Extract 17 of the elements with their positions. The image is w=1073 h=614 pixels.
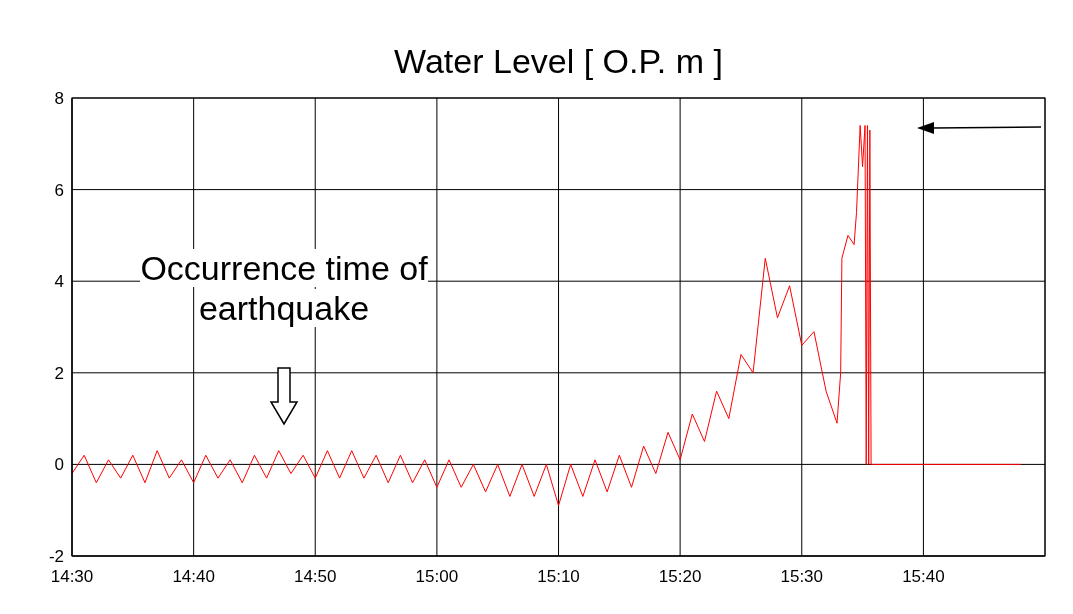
y-tick-label: 8 (54, 89, 64, 109)
x-tick-label: 15:40 (902, 567, 945, 587)
x-tick-label: 14:40 (172, 567, 215, 587)
annotation: Occurrence time of earthquake (140, 249, 428, 327)
y-tick-label: 2 (54, 363, 64, 383)
x-tick-label: 15:20 (658, 567, 702, 587)
y-tick-label: 4 (54, 272, 64, 292)
y-tick-label: -2 (48, 547, 64, 567)
x-tick-label: 14:30 (50, 567, 94, 587)
x-tick-label: 15:10 (537, 567, 580, 587)
y-tick-label: 0 (54, 455, 64, 475)
x-tick-label: 15:00 (415, 567, 459, 587)
line-series (72, 124, 1022, 507)
x-tick-label: 14:50 (293, 567, 337, 587)
y-tick-label: 6 (54, 180, 64, 200)
chart-title: Water Level [ O.P. m ] (393, 42, 724, 81)
x-tick-label: 15:30 (780, 567, 824, 587)
